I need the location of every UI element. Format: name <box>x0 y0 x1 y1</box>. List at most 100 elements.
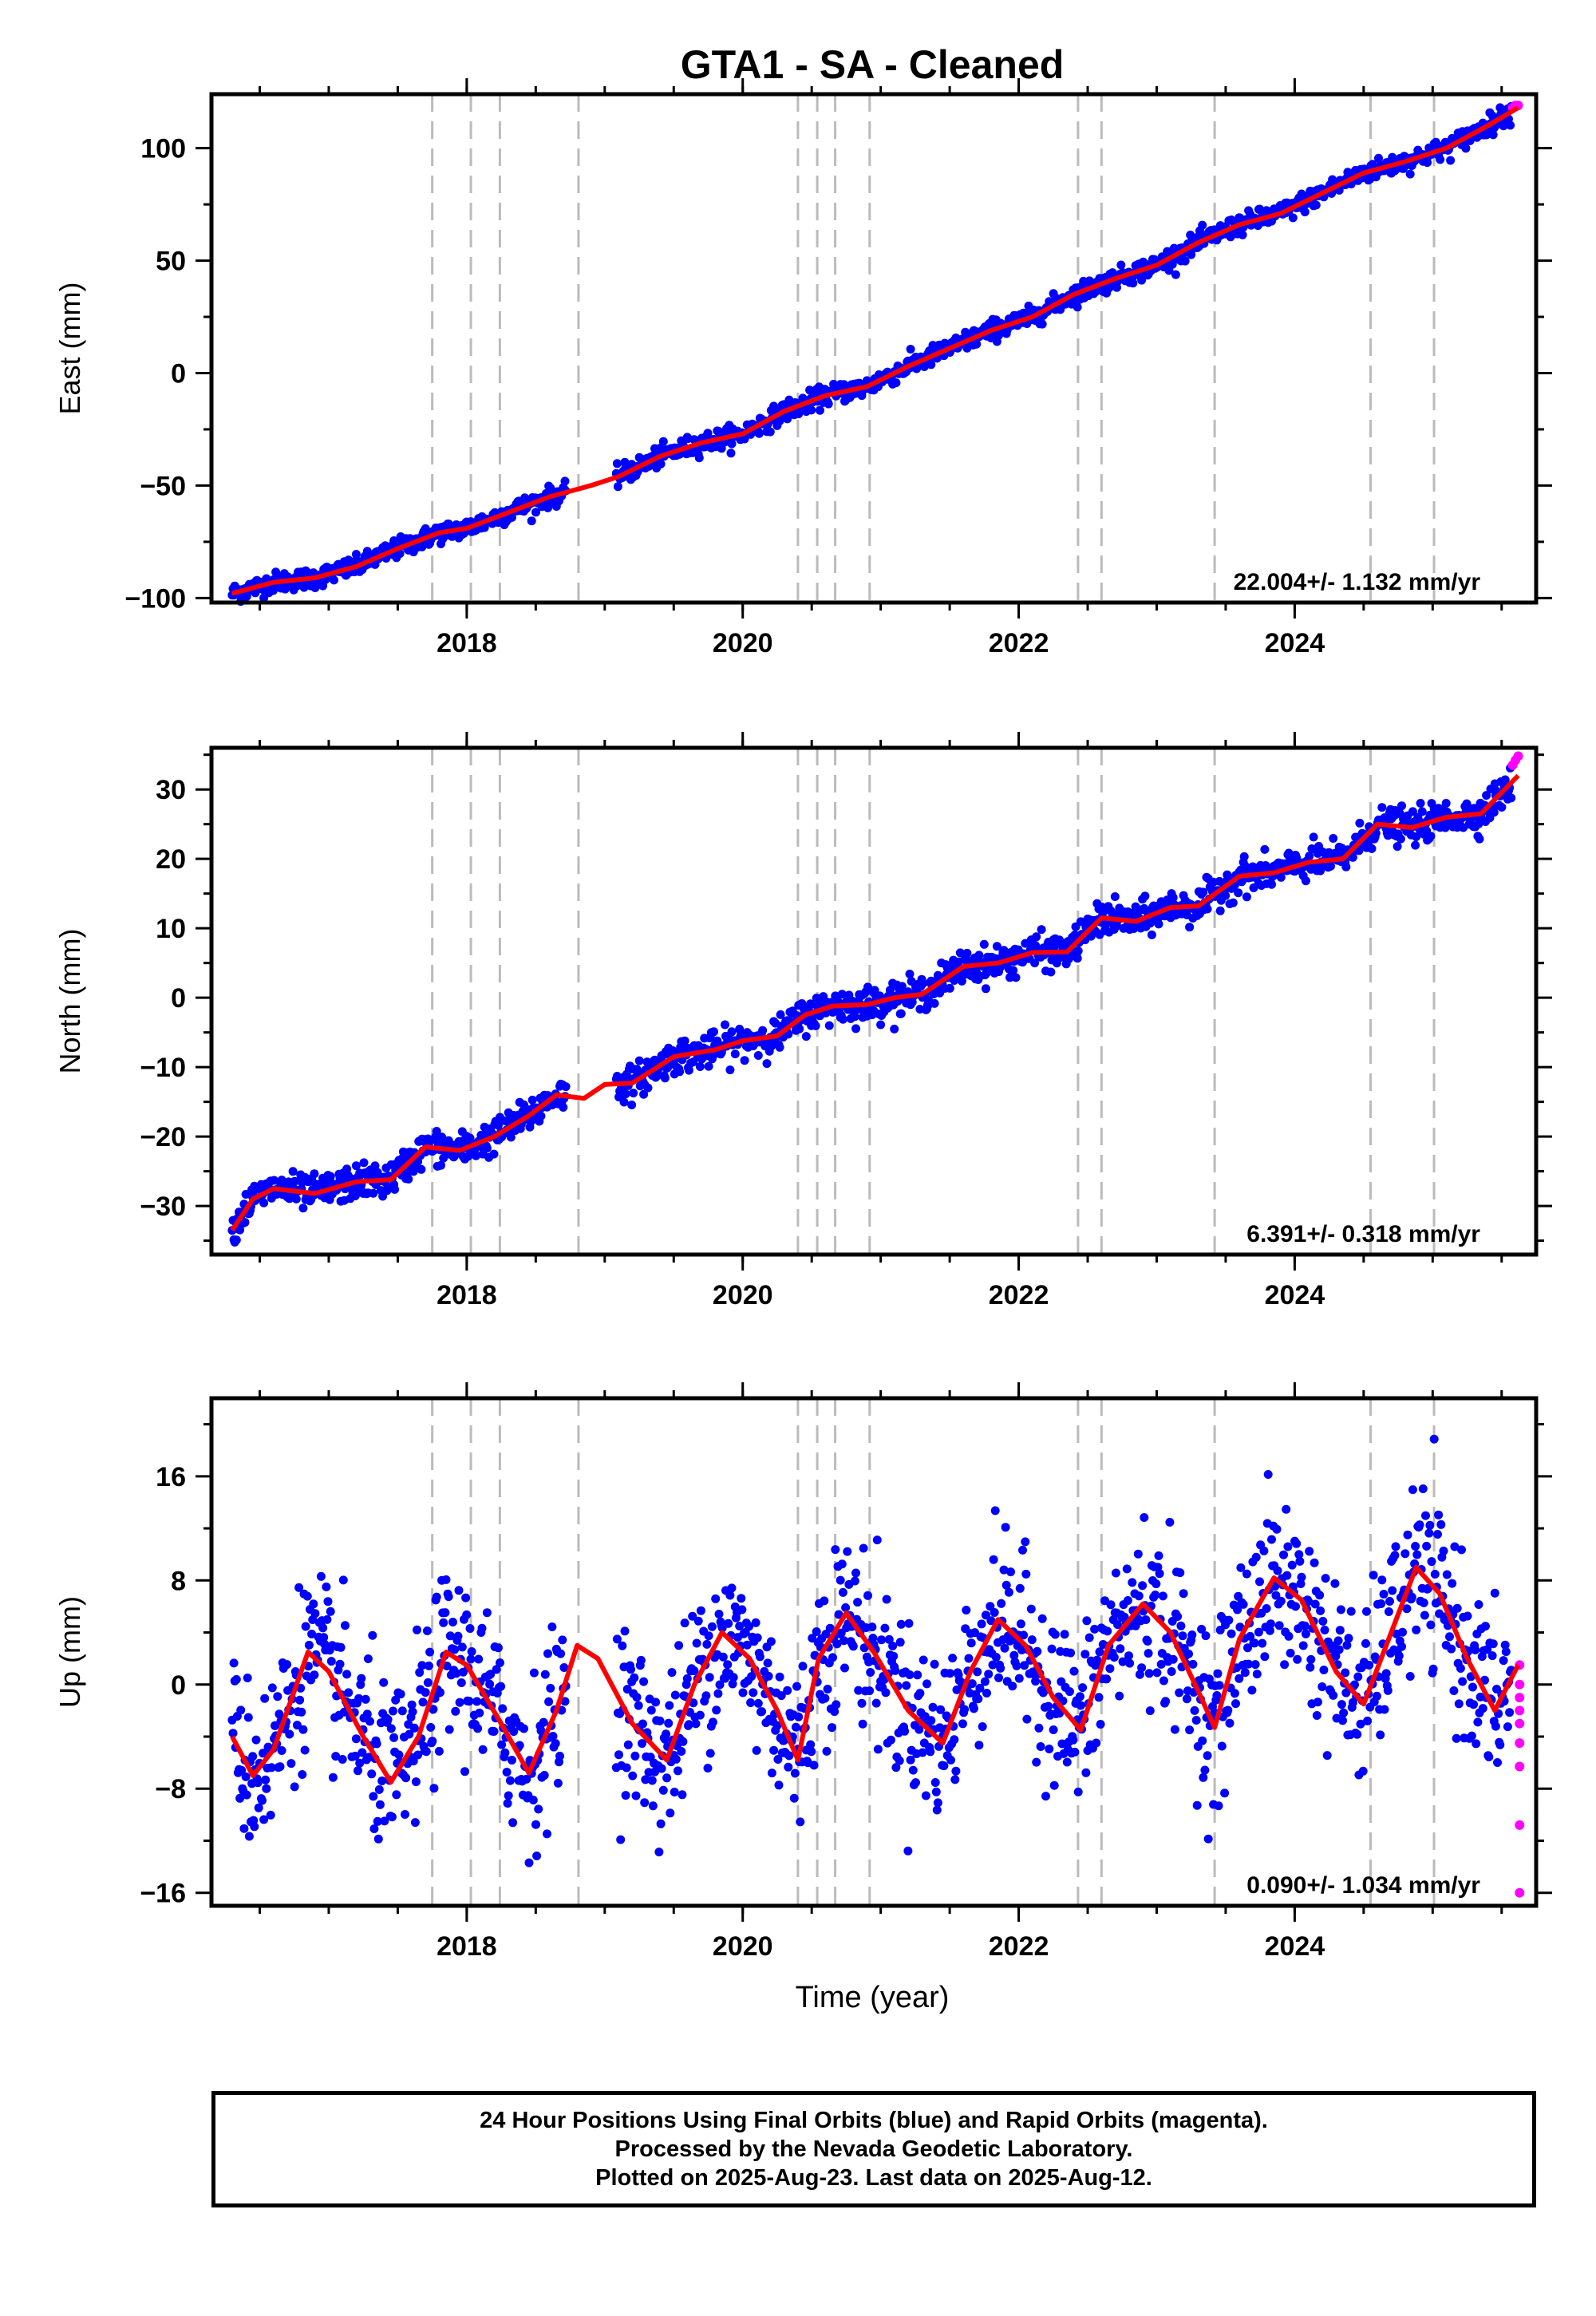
data-point <box>298 1725 308 1734</box>
data-point <box>309 1599 318 1609</box>
data-point <box>1178 1631 1187 1641</box>
data-point <box>977 1619 986 1629</box>
data-point <box>540 1670 550 1679</box>
data-point <box>1416 799 1425 808</box>
data-point <box>555 1751 564 1761</box>
data-point <box>670 1690 680 1700</box>
data-point <box>1417 807 1427 816</box>
rate-annotation: 0.090+/- 1.034 mm/yr <box>1246 1872 1480 1899</box>
data-point <box>1223 1705 1233 1715</box>
data-point <box>1448 1579 1457 1588</box>
data-point <box>638 1719 647 1729</box>
footer-line-2: Processed by the Nevada Geodetic Laborat… <box>614 2136 1133 2162</box>
data-point <box>831 1545 840 1555</box>
data-point <box>945 1669 954 1678</box>
data-point <box>762 1059 772 1069</box>
data-point <box>369 1188 378 1198</box>
data-point <box>262 1784 271 1793</box>
data-point <box>389 536 399 545</box>
footer-info-box: 24 Hour Positions Using Final Orbits (bl… <box>211 2091 1536 2207</box>
footer-line-3: Plotted on 2025-Aug-23. Last data on 202… <box>595 2165 1152 2191</box>
data-point <box>665 1701 674 1710</box>
data-point <box>418 1697 428 1707</box>
data-point <box>370 1161 380 1171</box>
data-point <box>651 1697 661 1707</box>
data-point <box>692 1638 701 1648</box>
data-point <box>933 1798 942 1808</box>
data-point <box>1046 967 1056 977</box>
model-line <box>230 773 1520 1232</box>
data-point <box>798 1662 808 1671</box>
data-point <box>1491 1721 1500 1731</box>
data-point <box>1305 852 1314 861</box>
x-tick-label: 2018 <box>437 628 497 658</box>
data-point <box>664 1718 674 1728</box>
data-point <box>930 998 939 1008</box>
x-tick-label: 2024 <box>1265 1280 1325 1310</box>
data-point <box>482 1608 492 1618</box>
data-point <box>1212 1691 1222 1700</box>
data-point <box>1032 932 1041 942</box>
data-point <box>295 1695 305 1705</box>
data-point <box>1060 1630 1069 1639</box>
data-point <box>1234 888 1243 898</box>
data-point <box>990 1608 999 1617</box>
data-point <box>1173 1612 1183 1621</box>
data-point <box>1175 1568 1185 1578</box>
data-point <box>1065 1687 1074 1697</box>
data-point <box>475 1708 484 1717</box>
data-point <box>859 1543 868 1553</box>
data-point <box>1152 1579 1161 1589</box>
data-point <box>754 429 764 438</box>
data-point <box>647 1776 657 1785</box>
data-point <box>904 1618 914 1628</box>
data-point <box>662 1729 670 1739</box>
x-tick-label: 2022 <box>989 628 1049 658</box>
data-point <box>1066 1648 1076 1658</box>
data-point <box>1295 1556 1305 1566</box>
data-point <box>994 1673 1003 1682</box>
data-point <box>1137 275 1147 285</box>
x-tick-label: 2024 <box>1265 628 1325 658</box>
data-point <box>1405 1672 1415 1681</box>
data-point <box>1473 1717 1483 1727</box>
y-tick-label: 100 <box>140 134 186 164</box>
data-point <box>612 459 622 468</box>
data-point <box>926 360 936 370</box>
data-point <box>1396 834 1405 844</box>
data-point <box>840 1663 849 1673</box>
data-point <box>1336 1605 1345 1614</box>
data-point <box>351 550 361 559</box>
data-point <box>546 1683 555 1693</box>
data-point <box>1266 1619 1275 1629</box>
data-point <box>503 1799 512 1808</box>
data-point <box>639 1089 649 1099</box>
data-point <box>1021 1569 1031 1579</box>
data-point <box>1032 1757 1041 1767</box>
data-point <box>695 1710 705 1720</box>
data-point <box>301 1622 310 1631</box>
data-point <box>277 1746 286 1755</box>
data-point <box>508 1756 516 1765</box>
data-point <box>902 1681 911 1690</box>
data-point <box>992 942 1001 951</box>
data-point <box>1201 1631 1211 1641</box>
data-point <box>1050 1630 1060 1639</box>
data-point <box>1227 1629 1236 1638</box>
data-point <box>316 1571 326 1581</box>
data-point <box>1238 1599 1248 1609</box>
data-point <box>1116 1644 1125 1654</box>
data-point <box>646 1705 656 1715</box>
data-point <box>1161 1697 1171 1706</box>
data-point <box>496 1658 504 1667</box>
data-point <box>1463 1611 1472 1621</box>
data-point <box>758 1026 768 1035</box>
data-point <box>1411 1542 1420 1551</box>
data-point <box>1016 1619 1025 1629</box>
data-point <box>648 1801 658 1811</box>
data-point <box>1255 204 1264 214</box>
data-point <box>978 1722 987 1731</box>
data-point <box>531 1820 540 1829</box>
data-point <box>1330 1579 1340 1588</box>
data-point <box>905 1670 915 1679</box>
